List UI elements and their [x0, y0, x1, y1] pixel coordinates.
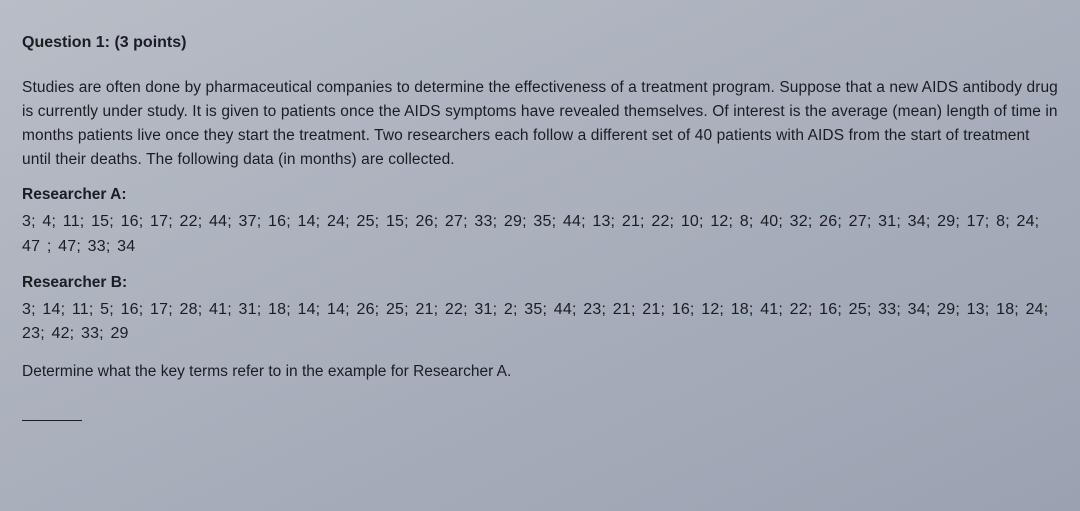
researcher-a-data: 3; 4; 11; 15; 16; 17; 22; 44; 37; 16; 14…: [22, 210, 1058, 260]
answer-blank-line: [22, 409, 82, 421]
question-points: (3 points): [114, 34, 186, 51]
question-heading: Question 1: (3 points): [22, 34, 1058, 52]
researcher-b-data: 3; 14; 11; 5; 16; 17; 28; 41; 31; 18; 14…: [22, 298, 1058, 348]
researcher-b-label: Researcher B:: [22, 274, 1058, 292]
question-number: Question 1:: [22, 34, 110, 51]
researcher-a-label: Researcher A:: [22, 186, 1058, 204]
question-prompt: Determine what the key terms refer to in…: [22, 363, 1058, 381]
question-body: Studies are often done by pharmaceutical…: [22, 76, 1058, 172]
